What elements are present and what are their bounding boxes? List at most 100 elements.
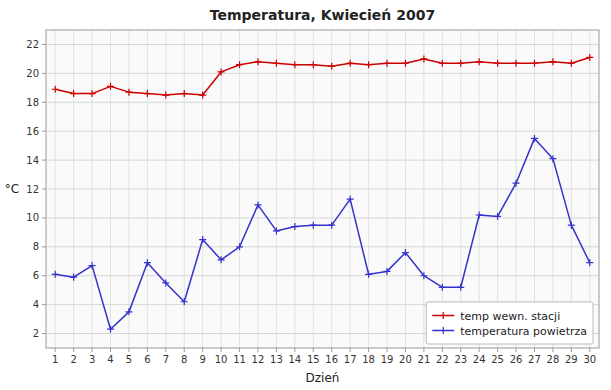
x-tick	[552, 348, 553, 352]
point-marker	[384, 268, 391, 275]
point-marker	[107, 326, 114, 333]
y-tick	[42, 246, 46, 247]
point-marker	[125, 89, 132, 96]
point-marker	[365, 271, 372, 278]
point-marker	[181, 90, 188, 97]
x-tick-label: 9	[199, 354, 205, 365]
legend-label: temperatura powietrza	[460, 325, 587, 338]
y-tick	[42, 44, 46, 45]
x-tick	[128, 348, 129, 352]
point-marker	[420, 55, 427, 62]
point-marker	[310, 61, 317, 68]
legend-item: temperatura powietrza	[432, 325, 587, 338]
x-tick-label: 1	[52, 354, 58, 365]
point-marker	[347, 60, 354, 67]
y-tick-label: 10	[26, 212, 39, 223]
y-grid-line	[46, 189, 599, 190]
x-tick	[184, 348, 185, 352]
y-tick	[42, 304, 46, 305]
x-tick-label: 29	[565, 354, 578, 365]
x-tick	[294, 348, 295, 352]
point-marker	[586, 259, 593, 266]
y-tick	[42, 160, 46, 161]
legend-label: temp wewn. stacji	[460, 310, 560, 323]
y-tick	[42, 333, 46, 334]
point-marker	[70, 274, 77, 281]
point-marker	[365, 61, 372, 68]
x-tick	[239, 348, 240, 352]
point-marker	[568, 60, 575, 67]
x-tick-label: 25	[491, 354, 504, 365]
y-grid-line	[46, 44, 599, 45]
y-grid-line	[46, 102, 599, 103]
y-tick-label: 12	[26, 184, 39, 195]
point-marker	[125, 308, 132, 315]
point-marker	[586, 54, 593, 61]
point-marker	[476, 58, 483, 65]
x-tick	[516, 348, 517, 352]
y-axis-label: °C	[5, 182, 19, 196]
x-tick	[534, 348, 535, 352]
x-tick-label: 4	[107, 354, 113, 365]
x-tick	[442, 348, 443, 352]
point-marker	[144, 90, 151, 97]
x-tick	[313, 348, 314, 352]
x-tick	[202, 348, 203, 352]
point-marker	[236, 61, 243, 68]
x-tick-label: 24	[473, 354, 486, 365]
point-marker	[254, 201, 261, 208]
point-marker	[347, 196, 354, 203]
x-tick	[147, 348, 148, 352]
point-marker	[384, 60, 391, 67]
point-marker	[89, 262, 96, 269]
x-tick-label: 18	[362, 354, 375, 365]
x-tick	[571, 348, 572, 352]
x-tick-label: 11	[233, 354, 246, 365]
y-tick-label: 16	[26, 126, 39, 137]
x-tick-label: 21	[418, 354, 431, 365]
y-grid-line	[46, 131, 599, 132]
x-tick-label: 27	[528, 354, 541, 365]
y-tick-label: 2	[33, 328, 39, 339]
x-tick-label: 8	[181, 354, 187, 365]
point-marker	[218, 256, 225, 263]
point-marker	[420, 272, 427, 279]
x-tick	[73, 348, 74, 352]
point-marker	[402, 60, 409, 67]
chart-svg: 1234567891011121314151617181920212223242…	[0, 0, 611, 390]
axes: 1234567891011121314151617181920212223242…	[26, 39, 596, 365]
y-grid-line	[46, 73, 599, 74]
point-marker	[531, 60, 538, 67]
point-marker	[107, 83, 114, 90]
point-marker	[162, 92, 169, 99]
x-tick-label: 10	[215, 354, 228, 365]
y-tick-label: 14	[26, 155, 39, 166]
y-tick-label: 8	[33, 241, 39, 252]
x-tick-label: 23	[454, 354, 467, 365]
x-tick	[165, 348, 166, 352]
point-marker	[144, 259, 151, 266]
x-tick-label: 26	[510, 354, 523, 365]
y-tick-label: 4	[33, 299, 39, 310]
x-tick-label: 5	[126, 354, 132, 365]
legend-marker	[440, 327, 447, 334]
point-marker	[310, 222, 317, 229]
point-marker	[52, 271, 59, 278]
x-tick	[497, 348, 498, 352]
point-marker	[402, 249, 409, 256]
y-tick-label: 20	[26, 68, 39, 79]
legend-marker	[440, 312, 447, 319]
point-marker	[494, 60, 501, 67]
x-tick	[423, 348, 424, 352]
grid	[46, 30, 599, 348]
point-marker	[273, 60, 280, 67]
series-line	[55, 57, 590, 95]
point-marker	[236, 243, 243, 250]
point-marker	[494, 213, 501, 220]
x-axis-label: Dzień	[306, 371, 340, 385]
point-marker	[273, 227, 280, 234]
y-tick-label: 6	[33, 270, 39, 281]
x-tick-label: 12	[252, 354, 265, 365]
point-marker	[291, 61, 298, 68]
y-grid-line	[46, 217, 599, 218]
